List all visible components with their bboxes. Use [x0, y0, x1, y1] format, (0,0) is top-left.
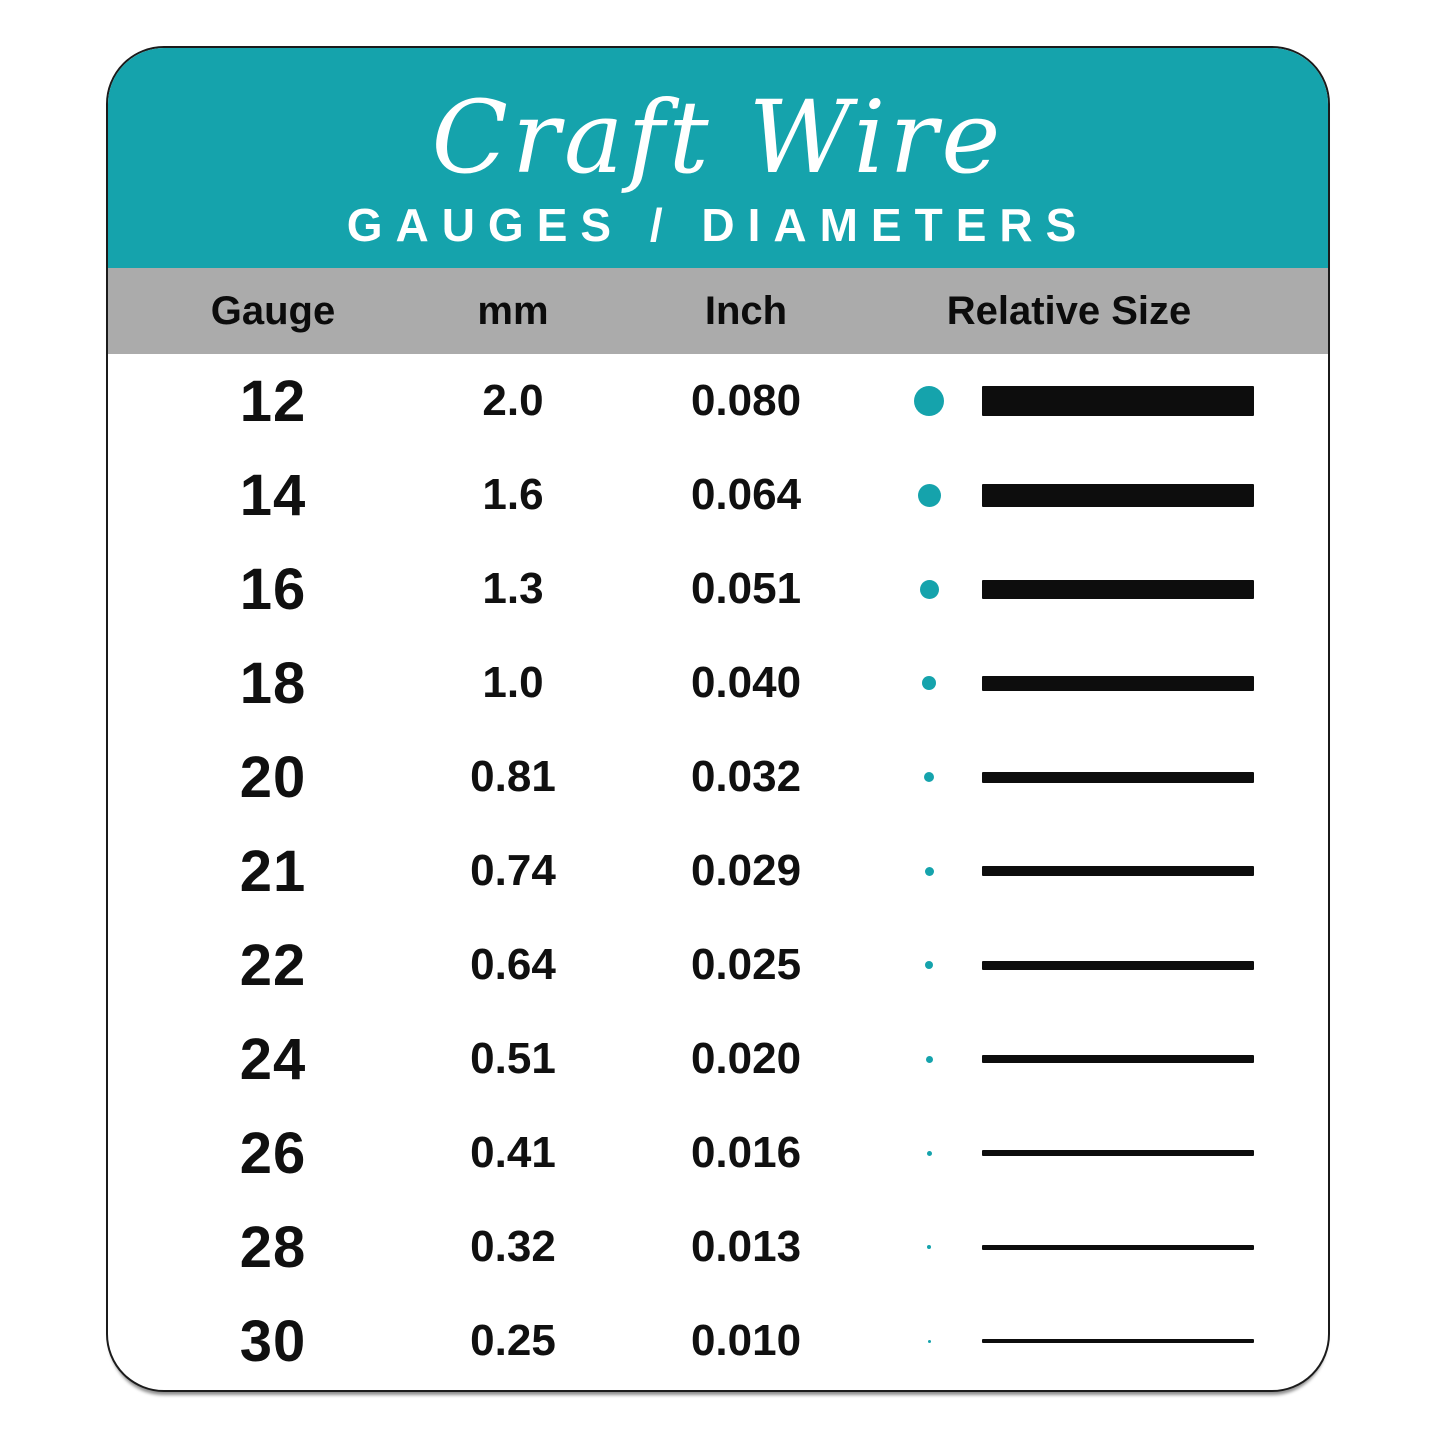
column-header-inch: Inch [704, 288, 788, 333]
table-row: 28 0.32 0.013 [108, 1200, 1328, 1294]
inch-value: 0.040 [690, 658, 802, 707]
column-header-mm: mm [477, 288, 549, 333]
table-row: 26 0.41 0.016 [108, 1106, 1328, 1200]
wire-bar [982, 483, 1254, 507]
wire-dot [914, 386, 944, 416]
wire-dot-wrap [904, 386, 954, 416]
gauge-value: 24 [239, 1026, 307, 1092]
page-title: Craft Wire [431, 79, 1005, 196]
mm-value: 0.74 [470, 846, 556, 895]
mm-value: 1.6 [482, 470, 544, 519]
table-row: 21 0.74 0.029 [108, 824, 1328, 918]
wire-bar [982, 1244, 1254, 1250]
wire-bar [982, 960, 1254, 970]
table-row: 20 0.81 0.032 [108, 730, 1328, 824]
wire-dot-wrap [904, 1150, 954, 1156]
wire-dot [925, 961, 933, 969]
wire-dot-wrap [904, 866, 954, 876]
mm-value: 0.41 [470, 1128, 556, 1177]
gauge-value: 14 [239, 462, 307, 528]
mm-value: 0.81 [470, 752, 556, 801]
gauge-value: 18 [239, 650, 307, 716]
gauge-value: 22 [239, 932, 307, 998]
inch-value: 0.010 [690, 1316, 802, 1365]
wire-dot [926, 1150, 932, 1156]
mm-value: 1.0 [482, 658, 544, 707]
relative-size-cell [904, 866, 1328, 876]
craft-wire-chart-card: Craft Wire GAUGES / DIAMETERS Gauge mm I… [106, 46, 1330, 1392]
wire-dot-wrap [904, 772, 954, 782]
wire-dot-wrap [904, 961, 954, 969]
wire-dot [927, 1339, 931, 1343]
gauge-table: 12 2.0 0.080 14 1.6 0.064 16 1.3 0.051 [108, 354, 1328, 1388]
mm-value: 1.3 [482, 564, 544, 613]
wire-dot [922, 676, 936, 690]
relative-size-cell [904, 483, 1328, 507]
relative-size-cell [904, 675, 1328, 691]
wire-dot-wrap [904, 1245, 954, 1249]
column-header-gauge: Gauge [210, 288, 336, 333]
wire-dot [925, 1055, 933, 1063]
wire-bar [982, 579, 1254, 599]
mm-value: 0.51 [470, 1034, 556, 1083]
wire-bar [982, 1055, 1254, 1063]
wire-bar [982, 866, 1254, 876]
gauge-value: 26 [239, 1120, 307, 1186]
column-header-row: Gauge mm Inch Relative Size [108, 268, 1328, 354]
mm-value: 0.64 [470, 940, 556, 989]
table-row: 12 2.0 0.080 [108, 354, 1328, 448]
gauge-value: 16 [239, 556, 307, 622]
column-header-relative-size: Relative Size [946, 288, 1192, 333]
table-row: 30 0.25 0.010 [108, 1294, 1328, 1388]
table-row: 14 1.6 0.064 [108, 448, 1328, 542]
wire-dot-wrap [904, 1339, 954, 1343]
relative-size-cell [904, 579, 1328, 599]
inch-value: 0.032 [690, 752, 802, 801]
inch-value: 0.016 [690, 1128, 802, 1177]
wire-dot-wrap [904, 579, 954, 599]
gauge-value: 21 [239, 838, 307, 904]
wire-dot [927, 1245, 931, 1249]
wire-dot [919, 579, 939, 599]
gauge-value: 20 [239, 744, 307, 810]
relative-size-cell [904, 771, 1328, 783]
relative-size-cell [904, 1339, 1328, 1343]
wire-dot [917, 483, 941, 507]
table-row: 22 0.64 0.025 [108, 918, 1328, 1012]
relative-size-cell [904, 1055, 1328, 1063]
relative-size-cell [904, 1150, 1328, 1156]
relative-size-cell [904, 960, 1328, 970]
table-row: 18 1.0 0.040 [108, 636, 1328, 730]
mm-value: 2.0 [482, 376, 544, 425]
inch-value: 0.051 [690, 564, 802, 613]
gauge-value: 12 [239, 368, 307, 434]
table-row: 24 0.51 0.020 [108, 1012, 1328, 1106]
mm-value: 0.32 [470, 1222, 556, 1271]
wire-dot-wrap [904, 1055, 954, 1063]
inch-value: 0.025 [690, 940, 802, 989]
wire-dot [924, 866, 934, 876]
inch-value: 0.020 [690, 1034, 802, 1083]
wire-bar [982, 1339, 1254, 1343]
inch-value: 0.013 [690, 1222, 802, 1271]
wire-bar [982, 771, 1254, 783]
wire-bar [982, 386, 1254, 416]
wire-dot [924, 772, 934, 782]
wire-bar [982, 675, 1254, 691]
table-row: 16 1.3 0.051 [108, 542, 1328, 636]
chart-header: Craft Wire GAUGES / DIAMETERS [108, 48, 1328, 268]
mm-value: 0.25 [470, 1316, 556, 1365]
page-subtitle: GAUGES / DIAMETERS [346, 199, 1090, 251]
wire-dot-wrap [904, 483, 954, 507]
inch-value: 0.064 [690, 470, 802, 519]
inch-value: 0.080 [690, 376, 802, 425]
inch-value: 0.029 [690, 846, 802, 895]
relative-size-cell [904, 386, 1328, 416]
wire-bar [982, 1150, 1254, 1156]
wire-dot-wrap [904, 676, 954, 690]
gauge-value: 28 [239, 1214, 307, 1280]
gauge-value: 30 [239, 1308, 307, 1374]
relative-size-cell [904, 1244, 1328, 1250]
